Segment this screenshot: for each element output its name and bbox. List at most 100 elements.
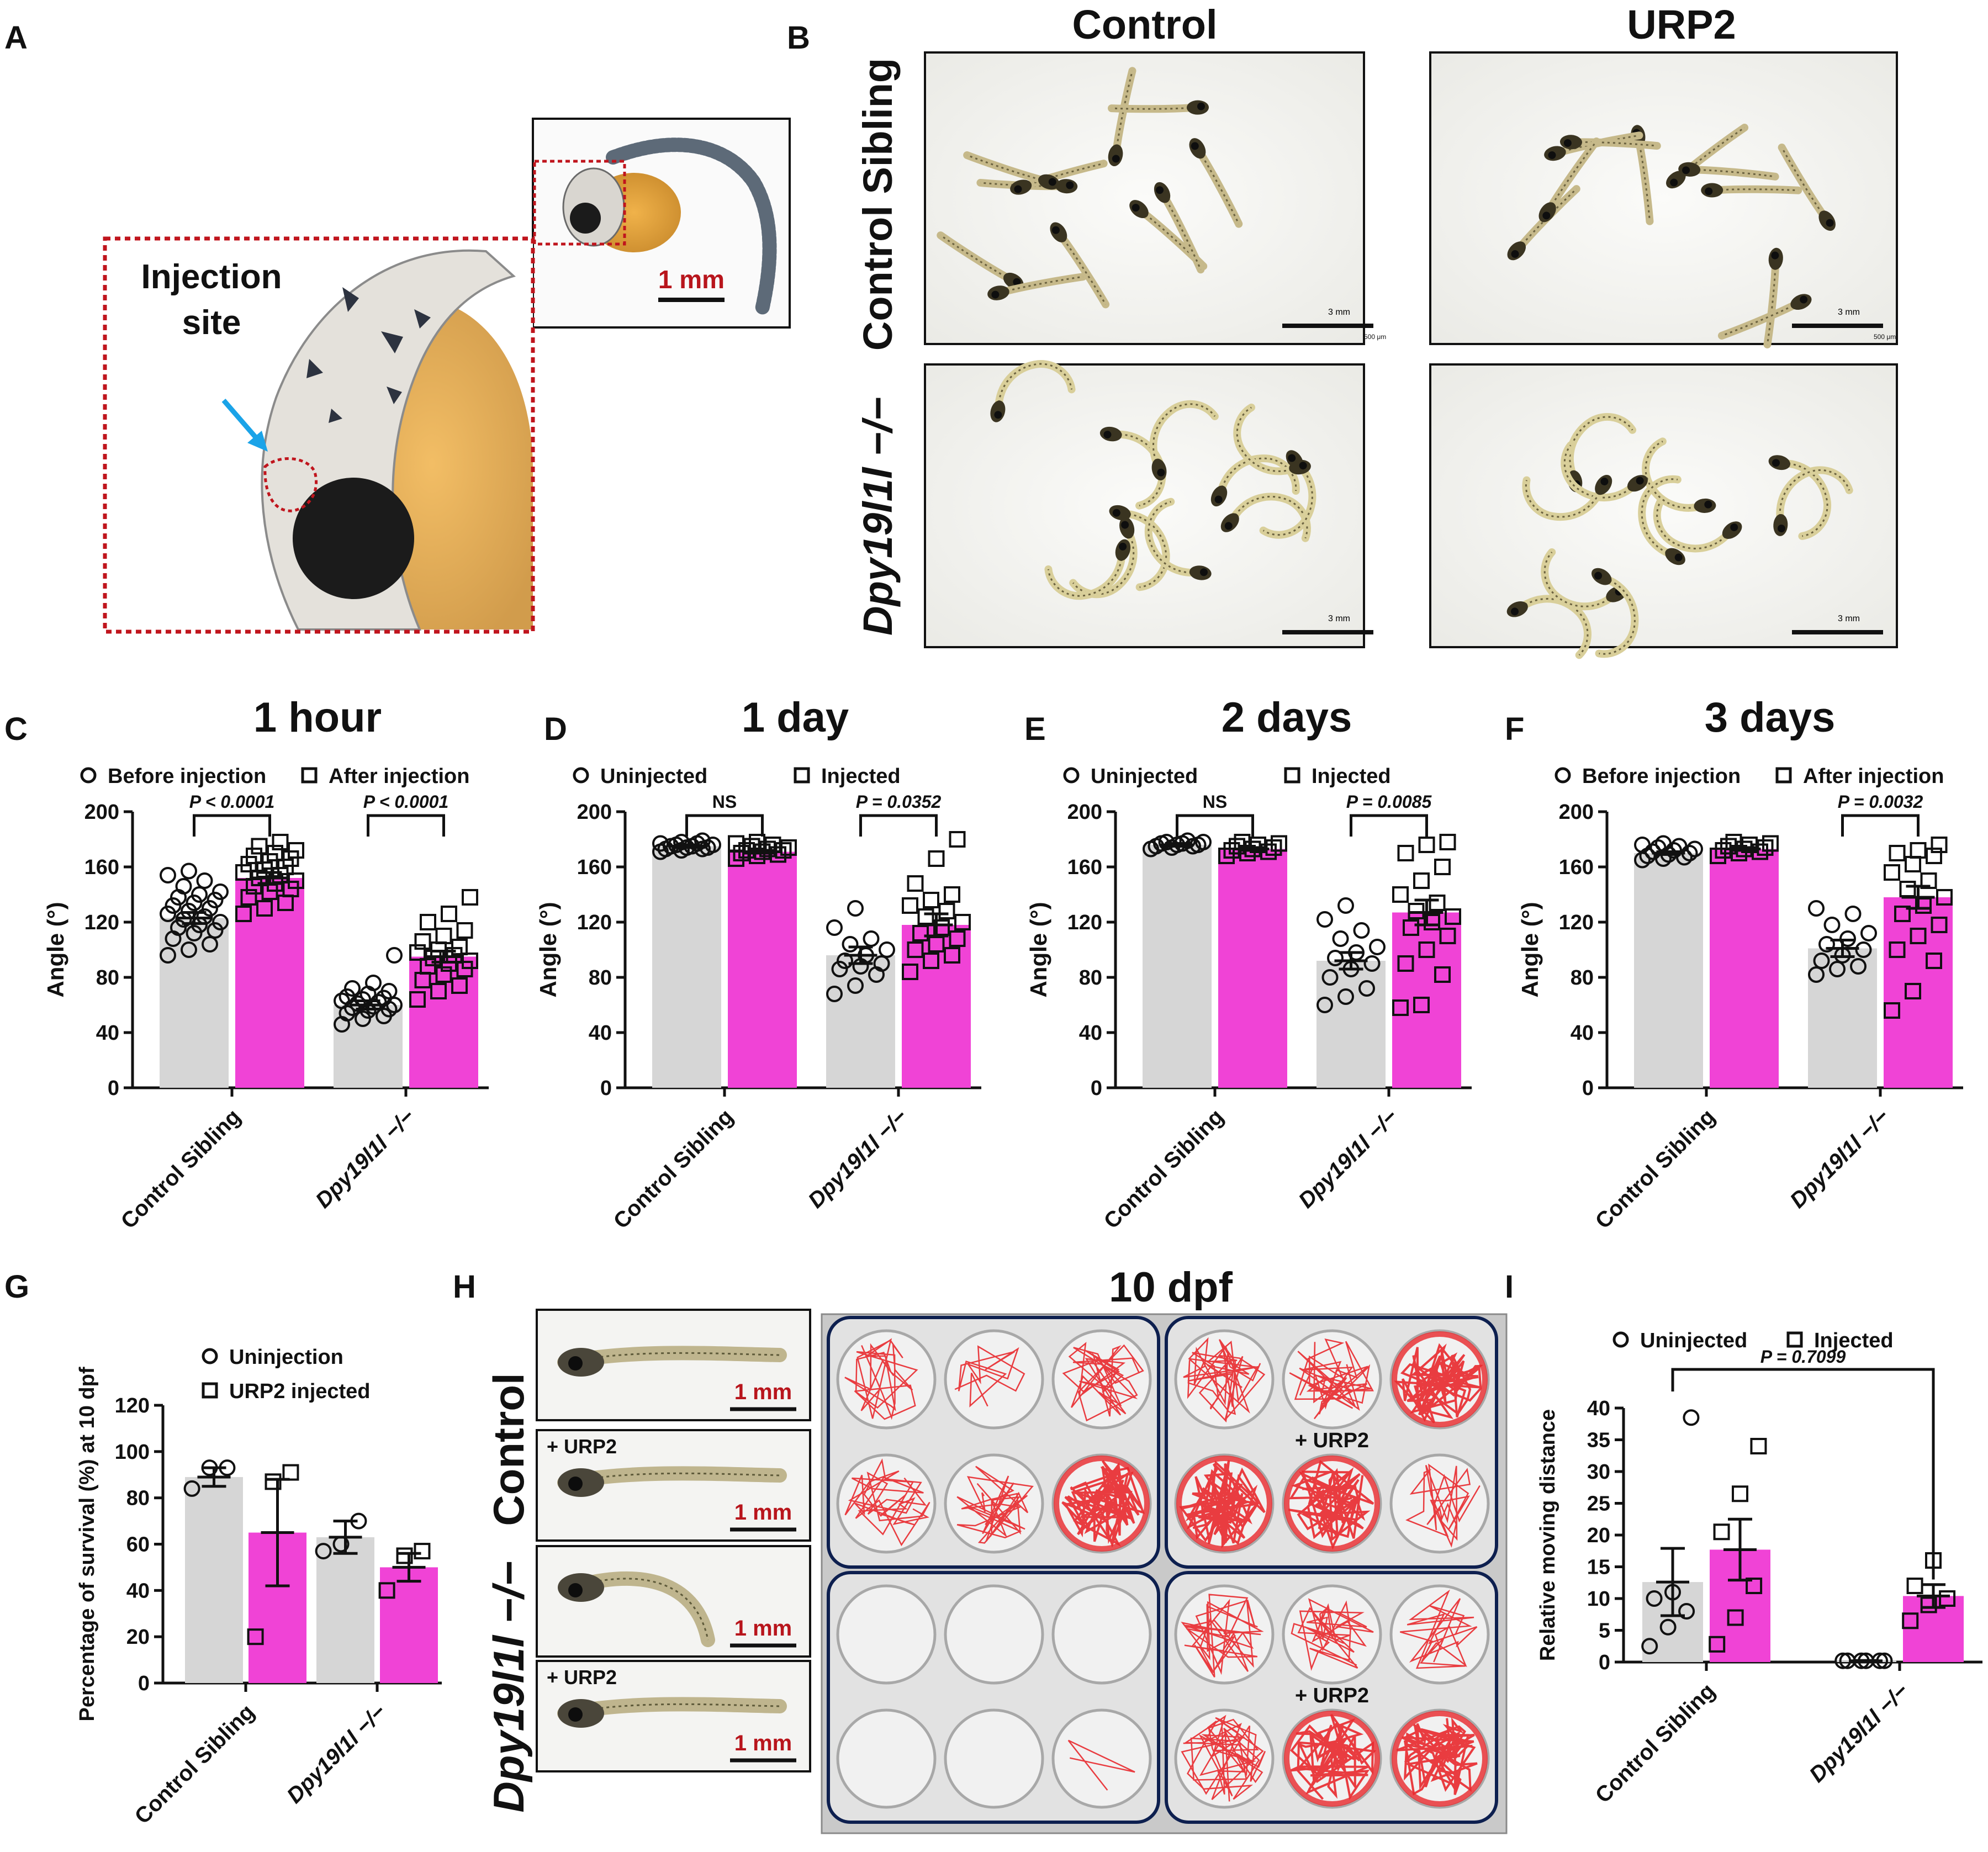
movement-trace-ring bbox=[1054, 1456, 1150, 1552]
x-category-label: Control Sibling bbox=[130, 1700, 260, 1829]
panel-a: 1 mm Injection site bbox=[103, 118, 791, 634]
data-point-circle bbox=[1818, 936, 1835, 953]
data-point-square bbox=[1445, 908, 1461, 925]
well bbox=[944, 1708, 1044, 1809]
inset-zoom-box bbox=[533, 160, 626, 246]
data-point-circle bbox=[186, 925, 203, 941]
y-tick-label: 5 bbox=[1599, 1620, 1610, 1643]
bar-first-series bbox=[1634, 853, 1703, 1088]
comparison-label: P = 0.0352 bbox=[856, 792, 942, 812]
larva bbox=[1717, 294, 1812, 340]
movement-trace-ring bbox=[1392, 1331, 1488, 1427]
legend-marker-circle bbox=[202, 1348, 218, 1364]
data-point-square bbox=[902, 964, 918, 980]
comparison-bracket bbox=[1671, 1368, 1935, 1580]
data-point-square bbox=[435, 966, 452, 983]
data-point-square bbox=[451, 977, 468, 994]
comparison-bracket bbox=[859, 814, 938, 837]
data-point-square bbox=[246, 848, 262, 864]
comparison-bracket bbox=[685, 814, 764, 837]
larva bbox=[1638, 475, 1685, 565]
chart-g: Uninjection URP2 injected 0 20 40 60 80 100 120 P… bbox=[76, 1346, 442, 1829]
chart-title: 1 hour bbox=[253, 694, 382, 741]
data-point-circle bbox=[1678, 1603, 1695, 1620]
well-plates: + URP2 + URP2 bbox=[821, 1313, 1508, 1834]
embryo-tail bbox=[606, 137, 777, 316]
larva bbox=[1559, 135, 1661, 150]
data-point-circle bbox=[191, 886, 208, 903]
data-point-square bbox=[1902, 1612, 1919, 1629]
y-tick-label: 40 bbox=[1587, 1397, 1610, 1420]
data-point-square bbox=[1709, 1636, 1726, 1653]
comparison-label: NS bbox=[712, 792, 737, 812]
data-point-circle bbox=[1316, 997, 1333, 1013]
y-tick-label: 100 bbox=[115, 1441, 150, 1464]
legend-marker-square bbox=[1284, 767, 1300, 784]
data-point-square bbox=[378, 1582, 395, 1599]
data-point-square bbox=[1429, 895, 1446, 911]
data-point-circle bbox=[1179, 832, 1196, 849]
row-label-h-control: Control bbox=[484, 1373, 533, 1526]
data-point-square bbox=[1218, 848, 1235, 864]
larva bbox=[1210, 454, 1300, 507]
legend-marker-square bbox=[794, 767, 810, 784]
scale-label-b2: 3 mm bbox=[1838, 308, 1860, 317]
y-tick-label: 40 bbox=[126, 1579, 150, 1602]
data-point-circle bbox=[315, 1543, 332, 1560]
data-point-square bbox=[1889, 845, 1906, 861]
data-point-square bbox=[944, 886, 960, 903]
data-point-circle bbox=[181, 941, 197, 958]
larva bbox=[1149, 400, 1219, 481]
data-point-circle bbox=[175, 878, 192, 895]
data-point-square bbox=[1271, 835, 1287, 852]
larva bbox=[1653, 496, 1742, 553]
bar-second-series bbox=[728, 851, 797, 1088]
movement-trace bbox=[1179, 1460, 1266, 1549]
row-label-control-sibling: Control Sibling bbox=[855, 58, 901, 351]
panel-letter-f: F bbox=[1505, 711, 1524, 747]
injection-label-1: Injection bbox=[141, 258, 282, 296]
data-point-circle bbox=[873, 955, 890, 972]
photo-frame bbox=[1429, 51, 1898, 345]
larva-eye bbox=[568, 1356, 583, 1371]
movement-trace bbox=[1405, 1463, 1481, 1548]
x-category-label: Control Sibling bbox=[1591, 1104, 1720, 1234]
legend-label: Before injection bbox=[108, 765, 266, 788]
legend-label: Uninjection bbox=[229, 1346, 343, 1369]
data-point-square bbox=[1250, 837, 1266, 853]
larva bbox=[1642, 437, 1716, 513]
data-point-square bbox=[414, 1543, 431, 1560]
photo-frame bbox=[1429, 363, 1898, 648]
y-tick-label: 80 bbox=[1079, 966, 1102, 990]
larva bbox=[1768, 455, 1831, 540]
legend-label: Injected bbox=[821, 765, 901, 788]
data-point-square bbox=[1910, 928, 1927, 944]
movement-trace bbox=[1067, 1739, 1135, 1791]
data-point-square bbox=[923, 953, 939, 969]
movement-trace-ring bbox=[1284, 1711, 1380, 1807]
data-point-circle bbox=[831, 961, 848, 977]
y-tick-label: 40 bbox=[96, 1022, 119, 1045]
y-tick-label: 200 bbox=[84, 801, 119, 824]
data-point-circle bbox=[160, 906, 176, 922]
larva bbox=[990, 360, 1076, 422]
y-axis-label: Angle (°) bbox=[43, 902, 68, 997]
larva bbox=[1144, 498, 1212, 580]
chart-title: 1 day bbox=[742, 694, 849, 741]
data-point-circle bbox=[334, 992, 350, 1009]
data-point-circle bbox=[207, 922, 224, 939]
larva bbox=[1050, 222, 1110, 309]
comparison-label: P = 0.7099 bbox=[1760, 1347, 1846, 1367]
data-point-circle bbox=[181, 862, 197, 880]
y-tick-label: 20 bbox=[126, 1626, 150, 1649]
data-point-square bbox=[282, 1464, 299, 1481]
data-point-square bbox=[462, 953, 478, 969]
data-point-square bbox=[944, 947, 960, 964]
well bbox=[1051, 1584, 1152, 1685]
data-point-square bbox=[1920, 1596, 1937, 1613]
urp2-plate-label: + URP2 bbox=[1295, 1429, 1369, 1452]
larva bbox=[1538, 137, 1600, 223]
data-point-square bbox=[1884, 864, 1900, 881]
x-category-label: Dpy19l1l −/− bbox=[282, 1700, 390, 1808]
magnified-eye bbox=[293, 478, 414, 599]
